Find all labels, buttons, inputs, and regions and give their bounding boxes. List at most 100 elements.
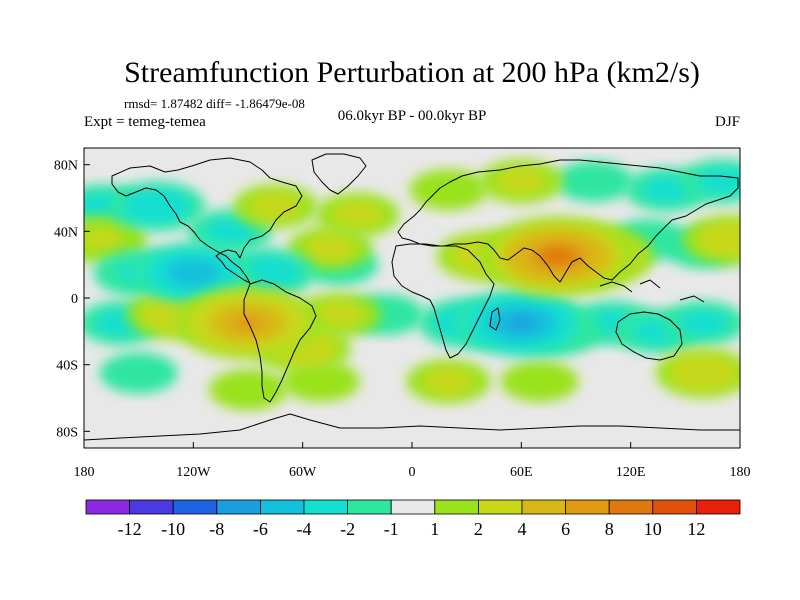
- season-label: DJF: [715, 114, 740, 130]
- anomaly-blob: [108, 181, 205, 232]
- colorbar-swatch: [652, 499, 697, 515]
- anomaly-level: [682, 362, 725, 384]
- anomaly-level: [710, 228, 740, 251]
- colorbar-label: 8: [605, 519, 614, 539]
- anomaly-level: [425, 177, 472, 202]
- coastline-greenland: [311, 153, 367, 195]
- anomaly-level: [696, 168, 740, 195]
- anomaly-level: [332, 201, 383, 228]
- colorbar-swatch: [172, 499, 218, 515]
- anomaly-level: [506, 315, 537, 331]
- anomaly-blob: [297, 292, 382, 337]
- x-tick-label: 120W: [176, 465, 211, 480]
- stats-text: rmsd= 1.87482 diff= -1.86479e-08: [124, 96, 305, 111]
- colorbar-swatch: [216, 499, 261, 515]
- colorbar-label: 2: [474, 519, 483, 539]
- y-tick-label: 0: [71, 292, 78, 307]
- anomaly-blob: [288, 226, 372, 270]
- colorbar-label: 6: [561, 519, 570, 539]
- colorbar-swatch: [434, 499, 479, 515]
- anomaly-level: [245, 262, 287, 284]
- map-axes: 180 120W 60W 0 60E 120E 180 80N 40N 0 40S 80S: [54, 159, 751, 480]
- anomaly-level: [304, 234, 356, 262]
- anomaly-blob: [679, 159, 740, 204]
- colorbar-swatch: [608, 499, 654, 515]
- anomaly-level: [115, 360, 163, 386]
- colorbar-swatch: [390, 499, 436, 515]
- anomaly-level: [678, 309, 729, 337]
- colorbar: -12 -10 -8 -6 -4 -2 -1 1 2 4 6 8 10 12: [85, 499, 741, 539]
- anomaly-level: [570, 169, 618, 194]
- coastline-eurasia: [397, 159, 739, 283]
- x-tick-label: 180: [74, 465, 95, 480]
- coastline-antarctica: [84, 413, 740, 441]
- y-tick-label: 40S: [56, 359, 78, 374]
- anomaly-level: [516, 369, 563, 394]
- anomaly-blob: [500, 360, 579, 402]
- colorbar-label: -1: [384, 519, 399, 539]
- y-tick-label: 40N: [54, 225, 78, 240]
- coastline-south-america: [243, 279, 317, 403]
- colorbar-swatch: [477, 499, 523, 515]
- colorbar-label: -8: [209, 519, 224, 539]
- anomaly-blob: [661, 301, 740, 345]
- x-tick-label: 0: [409, 465, 416, 480]
- colorbar-label: 10: [644, 519, 662, 539]
- anomaly-level: [176, 264, 210, 282]
- anomaly-blob: [233, 184, 318, 229]
- anomaly-blob: [209, 369, 287, 411]
- anomaly-level: [297, 369, 345, 394]
- colorbar-swatch: [129, 499, 174, 515]
- coastlines: [84, 153, 740, 441]
- colorbar-label: -10: [161, 519, 185, 539]
- anomaly-blob: [682, 214, 740, 265]
- colorbar-swatch: [303, 499, 348, 515]
- coastline-madagascar: [489, 307, 501, 331]
- anomaly-level: [496, 168, 547, 195]
- experiment-label: Expt = temeg-temea: [84, 114, 206, 130]
- anomaly-level: [136, 195, 178, 218]
- anomaly-blob: [455, 289, 588, 357]
- coastline-north-america: [111, 157, 303, 284]
- colorbar-swatch: [347, 499, 392, 515]
- anomaly-blob: [409, 169, 488, 211]
- anomaly-field: [84, 159, 740, 411]
- colorbar-label: -6: [253, 519, 268, 539]
- period-label: 06.0kyr BP - 00.0kyr BP: [338, 108, 487, 124]
- anomaly-blob: [406, 359, 491, 404]
- map-panel: 180 120W 60W 0 60E 120E 180 80N 40N 0 40S 80S: [54, 147, 751, 480]
- x-tick-label: 60W: [289, 465, 317, 480]
- x-tick-label: 60E: [510, 465, 533, 480]
- colorbar-label: -12: [118, 519, 142, 539]
- anomaly-level: [313, 301, 365, 328]
- colorbar-swatch: [521, 499, 566, 515]
- y-tick-label: 80S: [56, 425, 78, 440]
- y-tick-label: 80N: [54, 159, 78, 174]
- colorbar-swatch: [259, 499, 305, 515]
- coastline-africa: [391, 243, 495, 359]
- x-tick-label: 120E: [616, 465, 646, 480]
- anomaly-level: [250, 193, 301, 220]
- colorbar-label: 1: [430, 519, 439, 539]
- colorbar-label: -4: [297, 519, 312, 539]
- anomaly-blob: [99, 352, 178, 394]
- anomaly-blob: [315, 192, 400, 237]
- coastline-australia: [615, 311, 683, 361]
- colorbar-label: 4: [518, 519, 527, 539]
- anomaly-blob: [655, 348, 740, 398]
- colorbar-swatch: [565, 499, 610, 515]
- anomaly-level: [539, 247, 576, 266]
- anomaly-level: [641, 176, 693, 203]
- colorbar-label: 12: [687, 519, 705, 539]
- colorbar-swatch: [85, 499, 130, 515]
- anomaly-blob: [479, 216, 636, 297]
- anomaly-level: [204, 218, 255, 245]
- anomaly-level: [423, 368, 474, 395]
- anomaly-level: [224, 377, 272, 402]
- coastline-se-asia-islands: [599, 279, 705, 303]
- colorbar-label: -2: [340, 519, 355, 539]
- colorbar-swatch: [696, 499, 741, 515]
- x-tick-label: 180: [730, 465, 751, 480]
- chart-title: Streamfunction Perturbation at 200 hPa (…: [124, 56, 700, 89]
